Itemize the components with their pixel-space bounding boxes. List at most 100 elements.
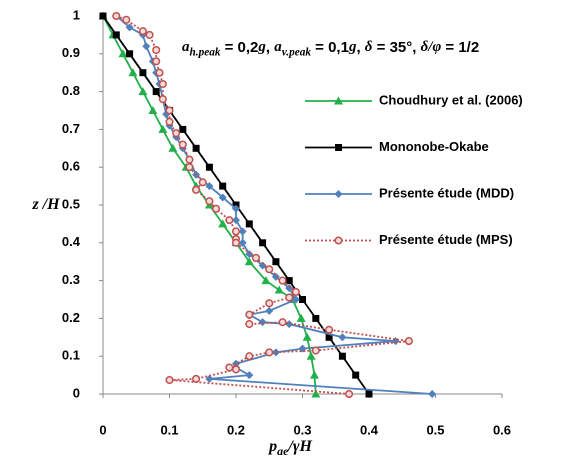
- text-segment: g: [257, 39, 266, 55]
- circle-marker: [345, 389, 354, 399]
- circle-marker: [172, 129, 181, 138]
- diamond-marker: [218, 193, 227, 202]
- text-segment: h.peak: [190, 46, 221, 58]
- circle-marker: [152, 57, 161, 66]
- triangle-marker: [158, 124, 168, 133]
- triangle-marker: [296, 313, 306, 322]
- triangle-marker: [274, 285, 284, 294]
- circle-marker: [158, 95, 167, 104]
- triangle-marker: [128, 68, 138, 77]
- square-marker: [126, 50, 134, 58]
- triangle-marker: [148, 106, 158, 114]
- annotation: ah.peak = 0,2g, av.peak = 0,1g, δ = 35°,…: [182, 39, 479, 58]
- text-segment: /γH: [287, 438, 312, 455]
- circle-marker: [278, 276, 287, 285]
- square-marker: [245, 220, 253, 228]
- text-segment: = 35°,: [372, 39, 420, 56]
- circle-marker: [178, 140, 187, 149]
- square-marker: [312, 314, 320, 322]
- square-marker: [365, 390, 373, 398]
- diamond-marker: [142, 42, 151, 51]
- circle-marker: [192, 185, 201, 194]
- circle-marker: [212, 204, 221, 213]
- x-axis-label: pae/γH: [267, 438, 312, 458]
- circle-marker: [291, 287, 300, 296]
- y-tick-label: 1: [73, 7, 80, 22]
- square-marker: [205, 163, 213, 171]
- circle-marker: [152, 45, 161, 55]
- diamond-marker: [232, 204, 240, 213]
- y-tick-label: 0.9: [62, 45, 80, 60]
- circle-marker: [225, 363, 234, 372]
- square-marker: [352, 371, 360, 379]
- diamond-marker: [265, 306, 274, 315]
- text-segment: /H: [39, 196, 60, 213]
- x-tick-label: 0: [99, 422, 106, 437]
- text-segment: = 0,1: [311, 39, 349, 56]
- text-segment: p: [267, 438, 277, 455]
- text-segment: a: [274, 39, 282, 55]
- circle-marker: [265, 265, 274, 274]
- circle-marker: [404, 337, 413, 346]
- square-marker: [285, 277, 293, 285]
- x-tick-label: 0.1: [160, 422, 178, 437]
- text-segment: a: [182, 39, 190, 55]
- y-tick-label: 0.3: [62, 272, 80, 287]
- circle-marker: [122, 15, 131, 24]
- circle-marker: [325, 325, 334, 334]
- circle-marker: [165, 117, 174, 126]
- y-tick-label: 0: [73, 385, 80, 400]
- circle-marker: [265, 348, 274, 357]
- diamond-marker: [338, 333, 347, 342]
- diamond-marker: [271, 272, 280, 281]
- legend-marker: [334, 236, 343, 245]
- diamond-marker: [428, 390, 437, 398]
- diamond-marker: [258, 261, 267, 270]
- diamond-marker: [285, 284, 294, 293]
- circle-marker: [251, 253, 260, 262]
- triangle-marker: [311, 389, 321, 398]
- diamond-marker: [245, 371, 254, 380]
- circle-marker: [185, 163, 194, 172]
- legend-marker: [335, 144, 342, 151]
- circle-marker: [278, 318, 287, 327]
- diamond-marker: [205, 374, 214, 383]
- diamond-marker: [125, 23, 134, 32]
- series-line: [115, 15, 433, 395]
- circle-marker: [311, 346, 320, 355]
- square-marker: [272, 258, 280, 266]
- circle-marker: [231, 227, 241, 236]
- square-marker: [299, 296, 306, 303]
- diamond-marker: [238, 238, 247, 247]
- legend-label: Mononobe-Okabe: [379, 139, 489, 154]
- circle-marker: [138, 27, 147, 36]
- triangle-marker: [168, 143, 178, 152]
- text-segment: ,: [356, 39, 364, 56]
- diamond-marker: [291, 295, 300, 304]
- text-segment: δ/φ: [421, 39, 442, 55]
- circle-marker: [112, 11, 121, 21]
- circle-marker: [245, 310, 254, 319]
- circle-marker: [155, 68, 164, 77]
- text-segment: z: [31, 196, 39, 213]
- diamond-marker: [391, 337, 400, 346]
- legend-label: Présente étude (MDD): [379, 185, 514, 200]
- diamond-marker: [205, 182, 214, 191]
- x-tick-label: 0.2: [227, 422, 245, 437]
- square-marker: [112, 31, 120, 39]
- text-segment: ,: [266, 39, 274, 56]
- y-tick-label: 0.6: [62, 159, 80, 174]
- square-marker: [179, 125, 187, 133]
- legend-marker: [334, 190, 343, 198]
- triangle-marker: [138, 87, 148, 96]
- circle-marker: [225, 216, 234, 225]
- triangle-marker: [118, 49, 128, 58]
- square-marker: [325, 333, 333, 341]
- y-tick-label: 0.7: [62, 121, 80, 136]
- text-segment: δ: [365, 39, 373, 55]
- diamond-marker: [245, 250, 254, 259]
- y-axis-label: z /H: [31, 196, 60, 213]
- triangle-marker: [302, 332, 312, 341]
- square-marker: [192, 144, 200, 152]
